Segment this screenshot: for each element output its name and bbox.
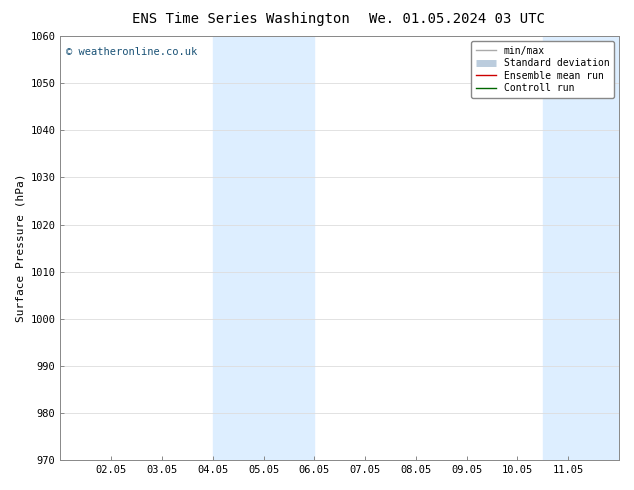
Y-axis label: Surface Pressure (hPa): Surface Pressure (hPa) — [15, 174, 25, 322]
Bar — [543, 36, 619, 460]
Text: © weatheronline.co.uk: © weatheronline.co.uk — [66, 47, 197, 57]
Text: ENS Time Series Washington: ENS Time Series Washington — [132, 12, 350, 26]
Legend: min/max, Standard deviation, Ensemble mean run, Controll run: min/max, Standard deviation, Ensemble me… — [472, 41, 614, 98]
Text: We. 01.05.2024 03 UTC: We. 01.05.2024 03 UTC — [368, 12, 545, 26]
Bar — [213, 36, 314, 460]
